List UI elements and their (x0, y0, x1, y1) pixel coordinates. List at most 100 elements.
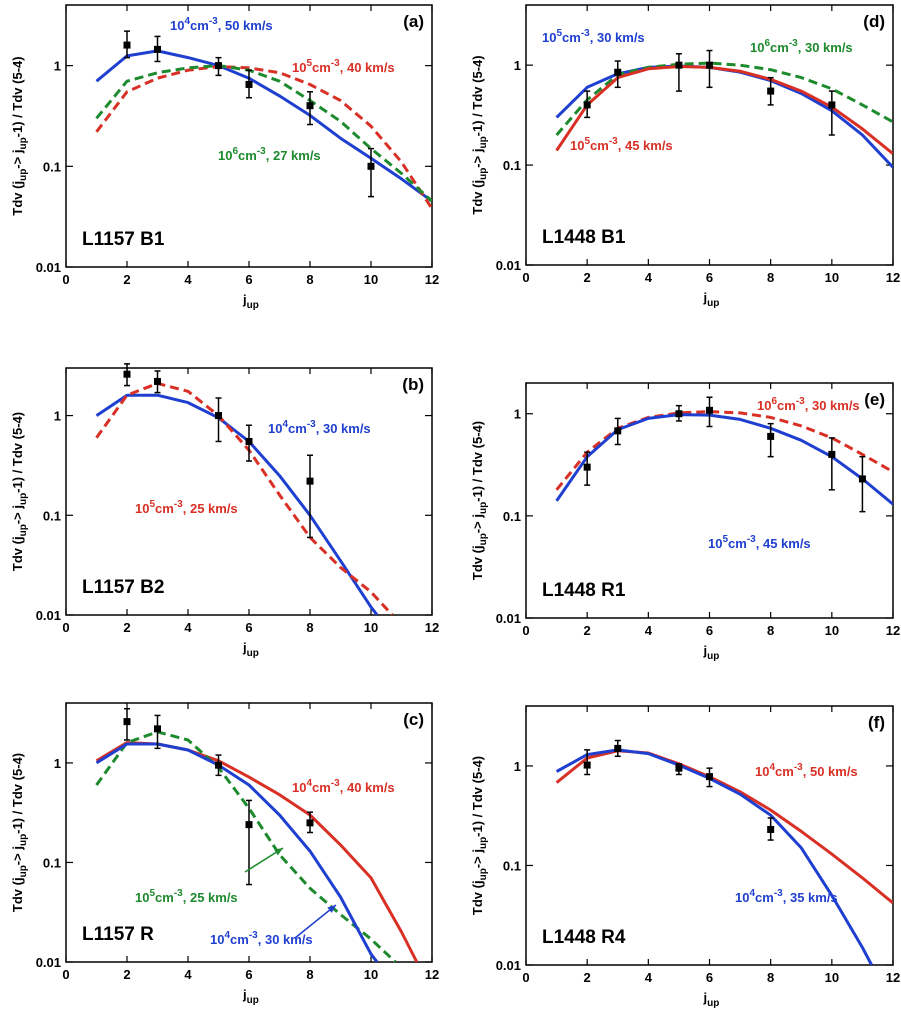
x-axis-label: jup (242, 640, 259, 659)
x-tick-label: 2 (584, 623, 591, 638)
data-point (858, 475, 866, 483)
x-tick-label: 6 (706, 623, 713, 638)
x-axis-label: jup (242, 987, 259, 1006)
text-part: Tdv (j (10, 181, 25, 216)
text-part: j (242, 640, 247, 655)
y-axis-label: Tdv (jup-> jup-1) / Tdv (5-4) (470, 756, 489, 915)
x-tick-label: 0 (62, 967, 69, 982)
y-axis-label: Tdv (jup-> jup-1) / Tdv (5-4) (470, 421, 489, 580)
x-tick-label: 8 (767, 970, 774, 985)
data-point (306, 819, 314, 827)
text-part: 10 (210, 932, 224, 947)
text-part: cm (238, 148, 257, 163)
data-point (675, 764, 683, 772)
script-text: up (707, 298, 719, 309)
text-part: j (703, 643, 708, 658)
y-axis-label: Tdv (jup-> jup-1) / Tdv (5-4) (470, 55, 489, 214)
text-part: 10 (292, 780, 306, 795)
text-part: , 45 km/s (618, 138, 673, 153)
text-part: -1) / Tdv (5-4) (470, 55, 485, 136)
script-text: 5 (306, 58, 312, 69)
y-tick-label: 0.1 (503, 858, 521, 873)
text-part: , 35 km/s (783, 890, 838, 905)
x-tick-label: 2 (123, 967, 130, 982)
script-text: 6 (771, 396, 777, 407)
curve-label: 105cm-3, 30 km/s (542, 28, 645, 45)
text-part: cm (312, 780, 331, 795)
text-part: 10 (542, 30, 556, 45)
data-point (828, 450, 836, 458)
x-tick-label: 4 (184, 272, 192, 287)
x-tick-label: 6 (706, 970, 713, 985)
curve-label: 104cm-3, 50 km/s (170, 16, 273, 33)
x-tick-label: 10 (364, 620, 378, 635)
script-text: 6 (232, 146, 238, 157)
x-tick-label: 12 (425, 967, 439, 982)
text-part: 10 (755, 764, 769, 779)
plot-frame (525, 382, 894, 619)
data-point (675, 410, 683, 418)
text-part: cm (190, 18, 209, 33)
y-tick-label: 0.1 (43, 159, 61, 174)
script-text: -3 (331, 778, 340, 789)
x-tick-label: 10 (825, 970, 839, 985)
x-tick-label: 2 (123, 620, 130, 635)
script-text: 4 (306, 778, 312, 789)
script-text: up (478, 837, 489, 849)
script-text: 4 (769, 762, 775, 773)
text-part: cm (777, 398, 796, 413)
panel-label: (b) (402, 375, 424, 394)
x-tick-label: 6 (245, 620, 252, 635)
x-tick-label: 0 (522, 970, 529, 985)
model-curve (95, 730, 397, 962)
x-tick-label: 10 (825, 270, 839, 285)
text-part: 10 (708, 536, 722, 551)
model-curve (555, 413, 893, 506)
curve-label: 105cm-3, 25 km/s (135, 499, 238, 516)
script-text: 5 (584, 136, 590, 147)
text-part: -> j (10, 846, 25, 865)
data-point (123, 41, 131, 49)
plot-frame (525, 4, 894, 266)
curve-label: 104cm-3, 30 km/s (210, 930, 313, 947)
text-part: 10 (135, 501, 149, 516)
script-text: -3 (209, 16, 218, 27)
plot-area (555, 748, 893, 965)
text-part: Tdv (j (10, 877, 25, 912)
x-tick-label: 6 (706, 270, 713, 285)
plot-frame (65, 4, 433, 268)
curve-label: 105cm-3, 40 km/s (292, 58, 395, 75)
y-tick-label: 1 (514, 407, 521, 422)
script-text: up (18, 834, 29, 846)
y-tick-label: 1 (514, 759, 521, 774)
text-part: 10 (750, 40, 764, 55)
script-text: 4 (749, 888, 755, 899)
source-label: L1448 R1 (542, 580, 626, 601)
text-part: j (242, 987, 247, 1002)
y-tick-label: 0.01 (36, 955, 61, 970)
text-part: cm (728, 536, 747, 551)
text-part: cm (312, 60, 331, 75)
text-part: cm (562, 30, 581, 45)
model-curve (95, 64, 432, 203)
script-text: 5 (722, 534, 728, 545)
x-tick-label: 0 (62, 272, 69, 287)
data-point (675, 61, 683, 69)
script-text: -3 (331, 58, 340, 69)
model-curve (95, 742, 379, 962)
script-text: up (247, 648, 259, 659)
x-tick-label: 8 (767, 623, 774, 638)
script-text: up (18, 524, 29, 536)
script-text: up (18, 865, 29, 877)
text-part: -> j (10, 505, 25, 524)
x-tick-label: 2 (123, 272, 130, 287)
x-tick-label: 12 (886, 270, 900, 285)
plot-area (555, 61, 893, 169)
script-text: up (18, 169, 29, 181)
text-part: 10 (570, 138, 584, 153)
script-text: up (707, 998, 719, 1009)
text-part: , 30 km/s (798, 40, 853, 55)
text-part: 10 (757, 398, 771, 413)
text-part: 10 (292, 60, 306, 75)
